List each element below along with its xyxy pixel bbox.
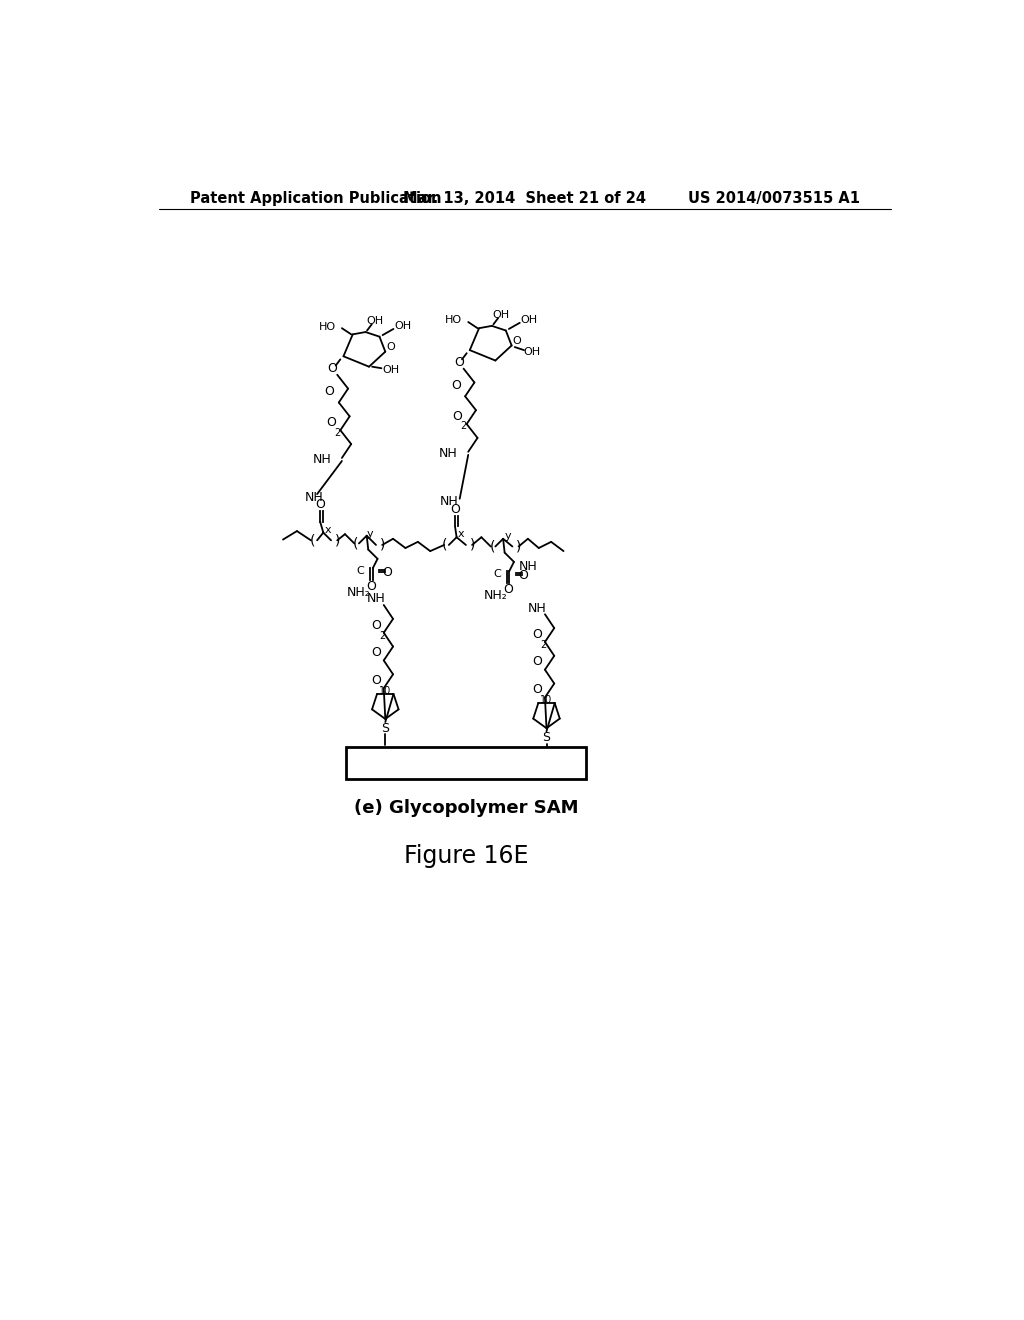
- Text: NH: NH: [304, 491, 324, 504]
- Text: ): ): [335, 533, 340, 548]
- Text: O: O: [503, 583, 513, 597]
- Text: NH: NH: [438, 446, 458, 459]
- Text: O: O: [386, 342, 394, 352]
- Text: O: O: [371, 619, 381, 631]
- Text: (: (: [489, 540, 495, 553]
- Text: S: S: [381, 722, 389, 735]
- Text: 2: 2: [461, 421, 467, 432]
- Text: O: O: [371, 675, 381, 686]
- Text: 2: 2: [334, 428, 340, 437]
- Text: HO: HO: [318, 322, 336, 331]
- Text: (: (: [441, 539, 446, 552]
- Text: NH: NH: [367, 593, 385, 606]
- Text: O: O: [325, 385, 335, 399]
- Text: O: O: [532, 684, 542, 696]
- Text: NH: NH: [518, 560, 538, 573]
- Text: Mar. 13, 2014  Sheet 21 of 24: Mar. 13, 2014 Sheet 21 of 24: [403, 191, 646, 206]
- Text: x: x: [458, 529, 465, 539]
- Text: (: (: [309, 533, 315, 548]
- Text: O: O: [451, 503, 460, 516]
- Text: OH: OH: [520, 314, 538, 325]
- Text: Au: Au: [451, 752, 481, 772]
- Text: O: O: [454, 356, 464, 370]
- Text: NH: NH: [439, 495, 458, 508]
- Text: x: x: [325, 524, 331, 535]
- Text: O: O: [367, 579, 376, 593]
- Text: OH: OH: [523, 347, 541, 356]
- Text: O: O: [532, 628, 542, 640]
- Text: ): ): [380, 539, 385, 552]
- Text: S: S: [543, 731, 551, 744]
- Text: O: O: [326, 416, 336, 429]
- Text: NH₂: NH₂: [347, 586, 371, 599]
- Text: US 2014/0073515 A1: US 2014/0073515 A1: [687, 191, 859, 206]
- Text: OH: OH: [367, 317, 383, 326]
- Text: O: O: [512, 337, 521, 346]
- Text: OH: OH: [382, 364, 399, 375]
- Text: NH: NH: [312, 453, 331, 466]
- Text: 10: 10: [379, 686, 391, 696]
- Text: O: O: [382, 566, 392, 579]
- Text: O: O: [532, 656, 542, 668]
- Text: C: C: [356, 566, 365, 576]
- Text: Patent Application Publication: Patent Application Publication: [190, 191, 441, 206]
- Text: O: O: [371, 647, 381, 659]
- Text: 2: 2: [541, 640, 547, 649]
- Text: ): ): [516, 540, 521, 553]
- Text: HO: HO: [444, 315, 462, 326]
- Text: Figure 16E: Figure 16E: [403, 843, 528, 869]
- Text: 2: 2: [379, 631, 385, 640]
- Text: NH₂: NH₂: [483, 589, 507, 602]
- Text: O: O: [451, 379, 461, 392]
- Text: (: (: [353, 536, 358, 550]
- Text: 10: 10: [541, 696, 553, 705]
- Text: OH: OH: [493, 310, 510, 319]
- Text: ): ): [469, 539, 475, 552]
- Text: C: C: [493, 569, 501, 579]
- Text: y: y: [367, 529, 373, 539]
- Text: O: O: [453, 409, 462, 422]
- Bar: [346, 747, 586, 779]
- Text: O: O: [328, 362, 338, 375]
- Text: OH: OH: [394, 321, 412, 331]
- Text: y: y: [505, 531, 511, 541]
- Text: O: O: [315, 499, 326, 511]
- Text: O: O: [518, 569, 528, 582]
- Text: NH: NH: [527, 602, 547, 615]
- Text: (e) Glycopolymer SAM: (e) Glycopolymer SAM: [353, 800, 579, 817]
